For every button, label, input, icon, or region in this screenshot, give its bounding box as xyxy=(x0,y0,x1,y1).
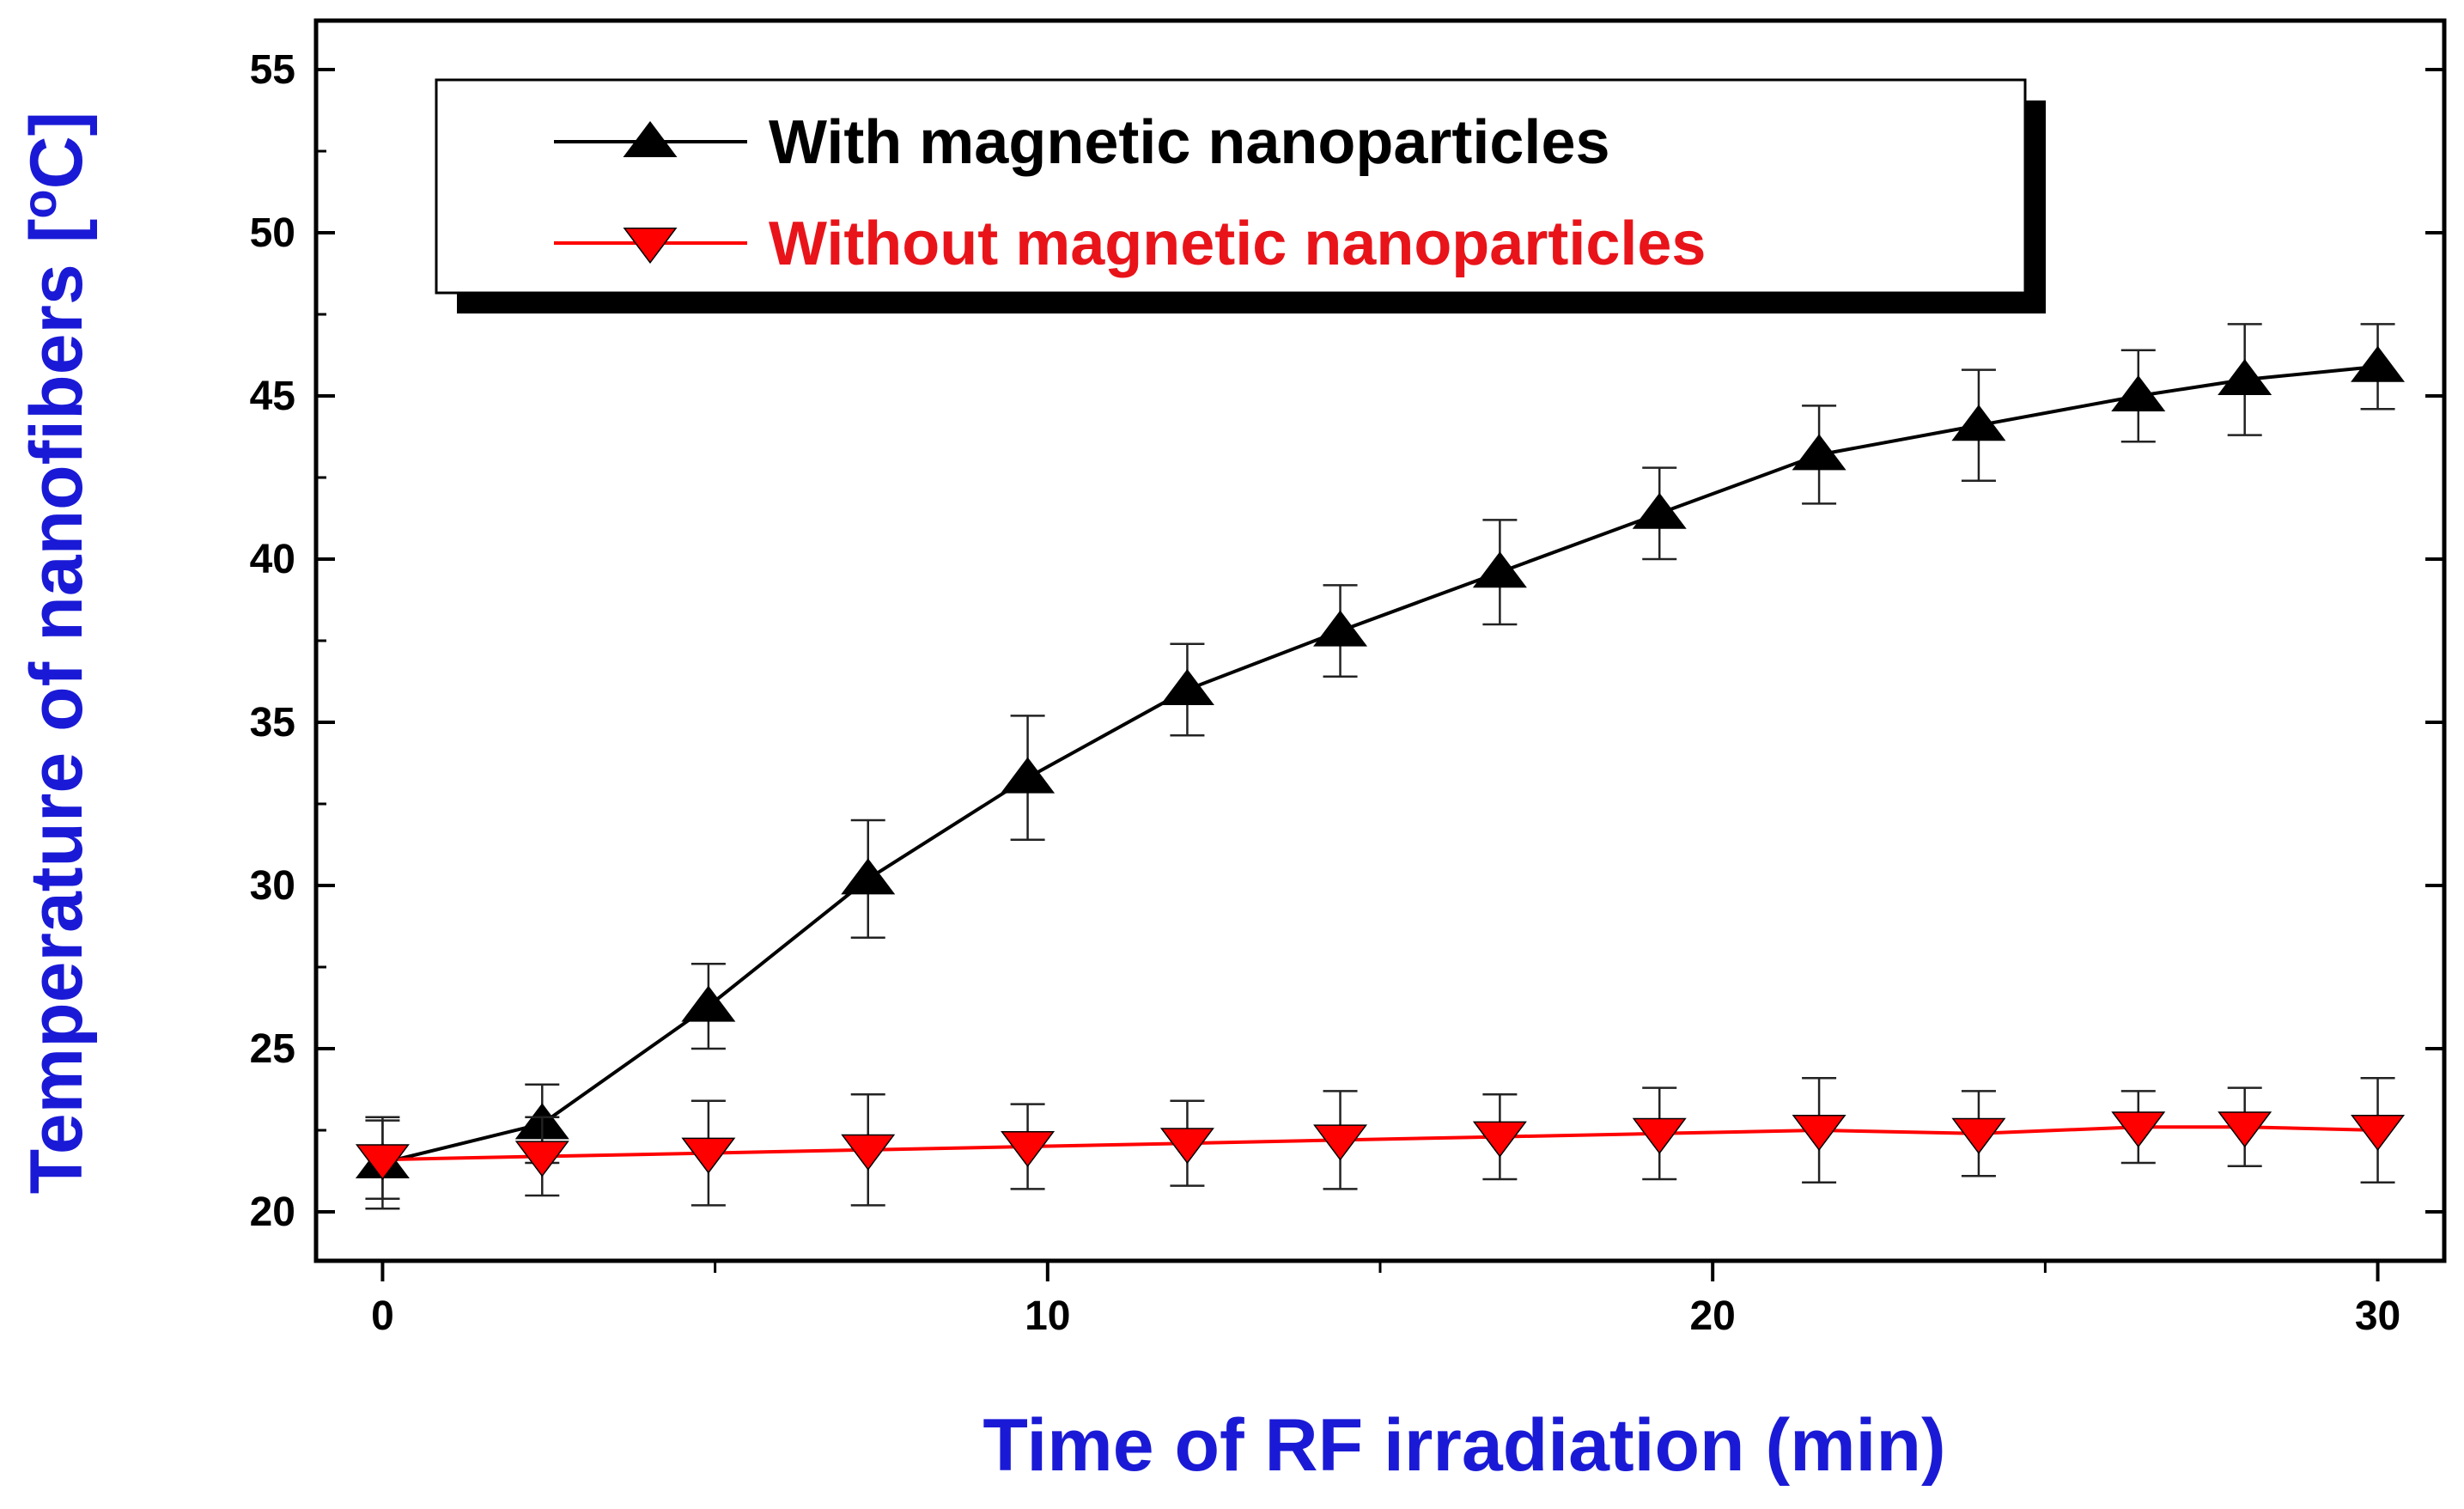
y-tick-label: 35 xyxy=(250,700,295,745)
y-tick-label: 20 xyxy=(250,1190,295,1235)
data-point xyxy=(2111,374,2166,411)
y-tick-label: 55 xyxy=(250,47,295,93)
data-point xyxy=(1159,1128,1214,1165)
data-point xyxy=(1951,1117,2006,1154)
data-point xyxy=(2218,358,2272,395)
legend-marker xyxy=(623,120,678,157)
data-point xyxy=(1472,1121,1527,1158)
data-point xyxy=(841,1134,896,1171)
legend: With magnetic nanoparticles Without magne… xyxy=(435,78,2046,313)
data-point xyxy=(681,1137,736,1174)
axis-ticks: 20 25 30 35 40 45 50 55 0 10 20 30 xyxy=(250,47,2444,1339)
legend-marker xyxy=(623,228,678,265)
data-point xyxy=(841,858,896,895)
y-tick-label: 50 xyxy=(250,210,295,256)
data-point xyxy=(2111,1111,2166,1148)
x-tick-label: 30 xyxy=(2355,1293,2400,1339)
legend-label: Without magnetic nanoparticles xyxy=(769,210,1706,278)
data-point xyxy=(1159,668,1214,705)
series-layer xyxy=(355,323,2406,1210)
legend-box xyxy=(435,78,2027,295)
y-axis-title-degree: o xyxy=(12,189,66,218)
data-point xyxy=(355,1144,410,1181)
y-tick-label: 30 xyxy=(250,863,295,909)
data-point xyxy=(1313,1124,1368,1161)
series-2 xyxy=(355,1076,2406,1207)
data-point xyxy=(1472,551,1527,588)
y-axis-title-unit: C] xyxy=(15,112,98,190)
y-axis-title: Temperature of nanofibers [oC] xyxy=(12,112,98,1195)
series-line xyxy=(382,1125,2378,1162)
data-point xyxy=(2351,1115,2406,1152)
data-point xyxy=(1792,434,1846,471)
y-tick-label: 25 xyxy=(250,1026,295,1072)
data-point xyxy=(2351,345,2406,382)
data-point xyxy=(1792,1115,1846,1152)
x-axis-title: Time of RF irradiation (min) xyxy=(983,1404,1945,1487)
y-axis-title-main: Temperature of nanofibers [ xyxy=(15,219,98,1195)
series-line xyxy=(381,364,2378,1165)
data-point xyxy=(1001,757,1056,794)
series-1 xyxy=(355,323,2406,1210)
data-point xyxy=(1001,1131,1056,1168)
y-tick-label: 40 xyxy=(250,537,295,582)
data-point xyxy=(1313,610,1368,647)
y-tick-label: 45 xyxy=(250,374,295,419)
x-tick-label: 20 xyxy=(1689,1293,1735,1339)
data-point xyxy=(514,1141,569,1177)
data-point xyxy=(681,985,736,1022)
legend-label: With magnetic nanoparticles xyxy=(769,108,1610,177)
x-tick-label: 0 xyxy=(371,1293,394,1339)
data-point xyxy=(1632,1117,1687,1154)
data-point xyxy=(1951,405,2006,441)
data-point xyxy=(2218,1111,2272,1148)
data-point xyxy=(1632,492,1687,529)
x-tick-label: 10 xyxy=(1025,1293,1070,1339)
